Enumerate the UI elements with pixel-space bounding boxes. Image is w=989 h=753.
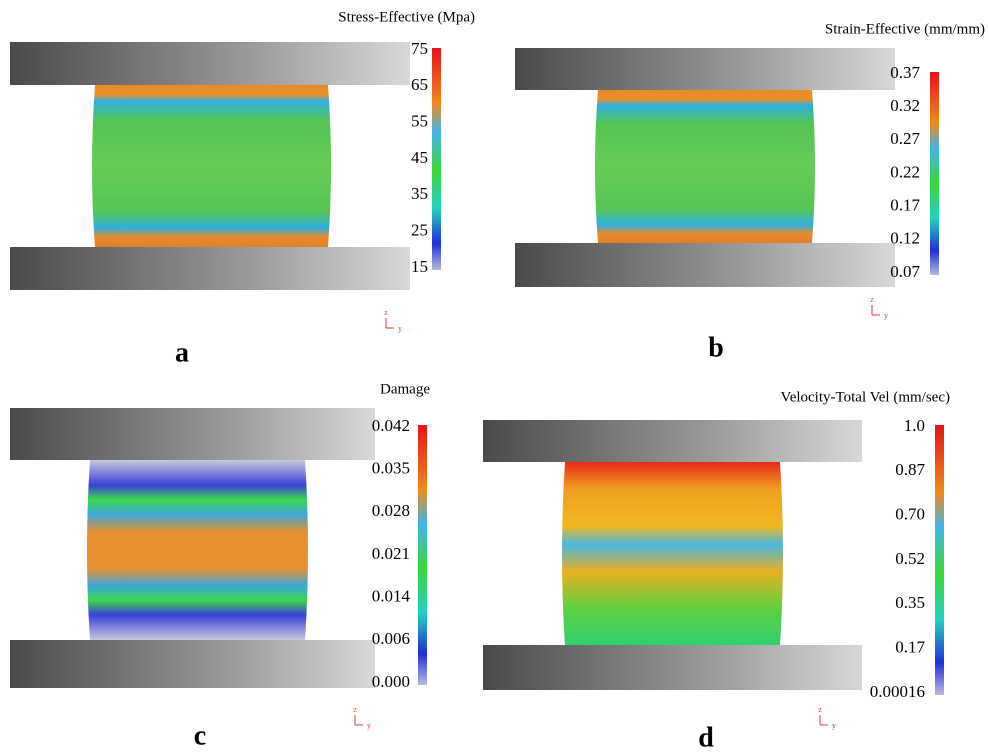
panel-letter: c bbox=[194, 720, 206, 751]
bottom-plate bbox=[483, 645, 862, 690]
scale-label: 0.22 bbox=[890, 162, 920, 181]
scale-label: 0.00016 bbox=[870, 682, 925, 701]
scale-label: 0.37 bbox=[890, 63, 920, 82]
panel-letter: b bbox=[708, 332, 724, 363]
top-plate bbox=[483, 420, 862, 462]
scale-label: 0.035 bbox=[372, 459, 410, 478]
top-plate bbox=[515, 48, 895, 90]
scale-label: 0.07 bbox=[890, 262, 920, 281]
scale-label: 0.12 bbox=[890, 229, 920, 248]
specimen bbox=[562, 462, 783, 645]
panel-letter: a bbox=[175, 337, 189, 368]
axis-label: z bbox=[384, 308, 388, 317]
scale-label: 25 bbox=[411, 221, 428, 240]
scale-label: 0.87 bbox=[895, 460, 925, 479]
color-bar bbox=[935, 425, 944, 695]
scale-label: 0.70 bbox=[895, 505, 925, 524]
specimen bbox=[595, 90, 815, 243]
axis-label: z bbox=[818, 705, 822, 714]
axis-label: y bbox=[884, 311, 888, 320]
axis-label: z bbox=[353, 705, 357, 714]
scale-label: 0.014 bbox=[372, 587, 411, 606]
specimen bbox=[92, 85, 331, 247]
scale-label: 45 bbox=[411, 148, 428, 167]
scale-label: 65 bbox=[411, 75, 428, 94]
top-plate bbox=[10, 408, 375, 460]
scale-label: 75 bbox=[411, 39, 428, 58]
axis-label: y bbox=[398, 324, 402, 333]
scale-label: 0.52 bbox=[895, 549, 925, 568]
scale-label: 15 bbox=[411, 257, 428, 276]
scale-label: 35 bbox=[411, 184, 428, 203]
bottom-plate bbox=[10, 640, 375, 688]
specimen bbox=[87, 460, 308, 640]
scale-label: 0.028 bbox=[372, 501, 410, 520]
panel-letter: d bbox=[698, 722, 714, 753]
color-bar bbox=[432, 48, 441, 270]
scale-label: 0.27 bbox=[890, 129, 920, 148]
axis-label: y bbox=[367, 721, 371, 730]
scale-label: 0.17 bbox=[890, 196, 920, 215]
scale-title: Damage bbox=[380, 381, 430, 397]
scale-label: 1.0 bbox=[904, 416, 925, 435]
scale-label: 0.32 bbox=[890, 96, 920, 115]
scale-label: 0.021 bbox=[372, 544, 410, 563]
scale-title: Stress-Effective (Mpa) bbox=[338, 9, 475, 25]
scale-title: Velocity-Total Vel (mm/sec) bbox=[781, 389, 950, 405]
scale-label: 0.006 bbox=[372, 629, 410, 648]
scale-label: 55 bbox=[411, 112, 428, 131]
top-plate bbox=[10, 42, 410, 85]
scale-title: Strain-Effective (mm/mm) bbox=[825, 21, 985, 37]
scale-label: 0.000 bbox=[372, 672, 410, 691]
color-bar bbox=[418, 425, 427, 685]
axis-label: z bbox=[870, 295, 874, 304]
bottom-plate bbox=[515, 243, 895, 287]
scale-label: 0.35 bbox=[895, 593, 925, 612]
color-bar bbox=[930, 72, 939, 275]
axis-label: y bbox=[832, 721, 836, 730]
scale-label: 0.042 bbox=[372, 416, 410, 435]
bottom-plate bbox=[10, 247, 410, 290]
scale-label: 0.17 bbox=[895, 638, 925, 657]
